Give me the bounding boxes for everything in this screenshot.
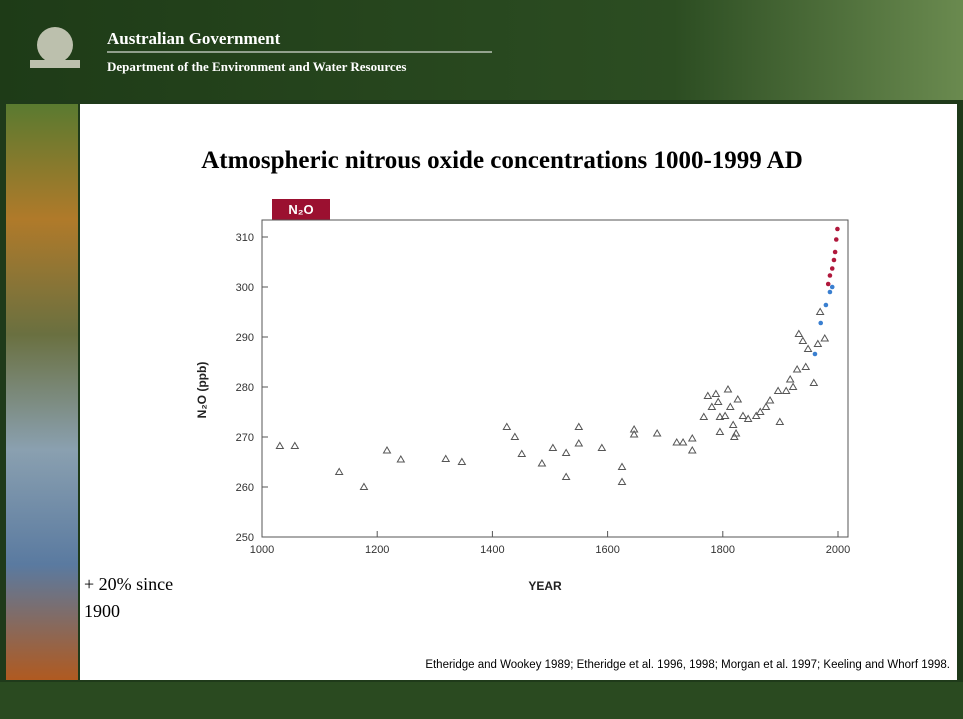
x-tick-label: 1800 bbox=[711, 544, 735, 556]
y-tick-label: 280 bbox=[236, 382, 254, 394]
point bbox=[828, 290, 833, 295]
point bbox=[813, 352, 818, 357]
point bbox=[833, 250, 838, 255]
note-line: 1900 bbox=[84, 601, 120, 621]
y-tick-label: 290 bbox=[236, 332, 254, 344]
header-subtitle: Department of the Environment and Water … bbox=[107, 59, 406, 74]
y-axis-label: N₂O (ppb) bbox=[195, 362, 209, 419]
x-axis-label: YEAR bbox=[528, 579, 562, 593]
point bbox=[834, 237, 839, 242]
y-tick-label: 260 bbox=[236, 482, 254, 494]
note-line: + 20% since bbox=[84, 574, 173, 594]
footer-bar bbox=[0, 682, 963, 719]
x-tick-label: 1600 bbox=[595, 544, 619, 556]
photo-strip bbox=[6, 104, 78, 680]
x-tick-label: 2000 bbox=[826, 544, 850, 556]
chart-tag-label: N₂O bbox=[288, 202, 313, 217]
point bbox=[828, 273, 833, 278]
content-area bbox=[80, 104, 957, 680]
y-tick-label: 310 bbox=[236, 232, 254, 244]
point bbox=[830, 285, 835, 290]
x-tick-label: 1000 bbox=[250, 544, 274, 556]
y-tick-label: 300 bbox=[236, 282, 254, 294]
point bbox=[826, 282, 831, 287]
header-title: Australian Government bbox=[107, 29, 281, 48]
slide: Australian Government Department of the … bbox=[0, 0, 963, 719]
slide-title: Atmospheric nitrous oxide concentrations… bbox=[201, 147, 803, 174]
page: Australian Government Department of the … bbox=[0, 0, 963, 719]
x-tick-label: 1400 bbox=[480, 544, 504, 556]
point bbox=[824, 303, 829, 308]
point bbox=[835, 227, 840, 232]
point bbox=[830, 266, 835, 271]
y-tick-label: 270 bbox=[236, 432, 254, 444]
point bbox=[818, 321, 823, 326]
point bbox=[832, 258, 837, 263]
y-tick-label: 250 bbox=[236, 532, 254, 544]
citation: Etheridge and Wookey 1989; Etheridge et … bbox=[425, 659, 950, 671]
x-tick-label: 1200 bbox=[365, 544, 389, 556]
header-bar bbox=[0, 0, 963, 100]
